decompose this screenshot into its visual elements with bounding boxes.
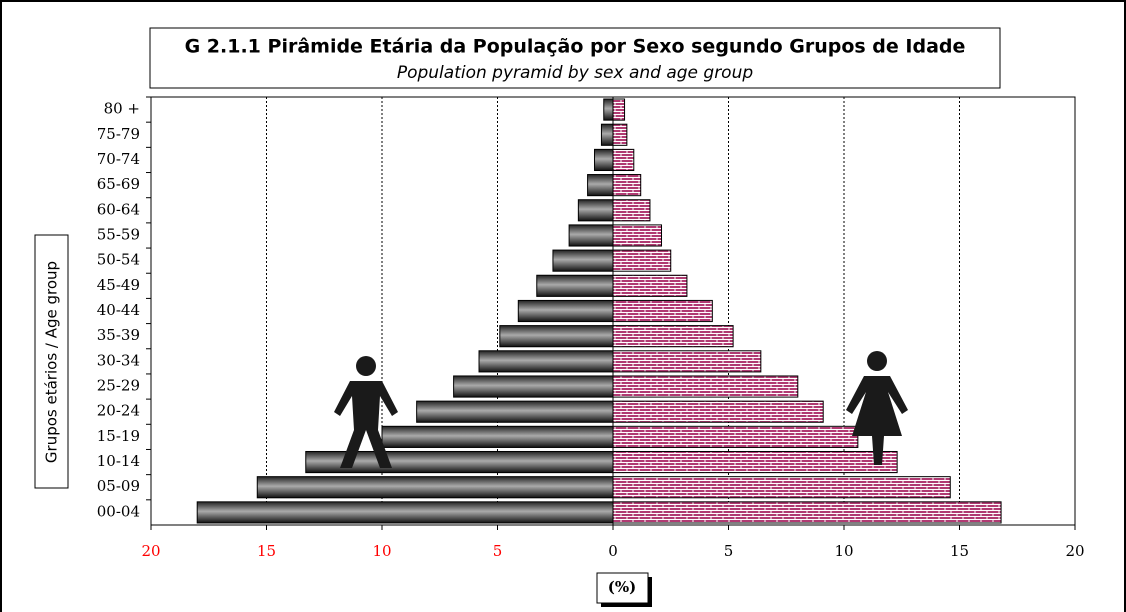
bar [612, 299, 713, 323]
bar [517, 299, 614, 323]
x-tick-label: 20 [141, 542, 160, 560]
bar [612, 450, 898, 474]
bar [478, 350, 614, 373]
bar [603, 98, 614, 121]
x-tick-label: 20 [1065, 542, 1084, 560]
bar [600, 123, 614, 146]
bar [612, 174, 642, 197]
bar [196, 501, 614, 524]
bar [612, 274, 688, 297]
x-tick-label: 5 [724, 542, 734, 560]
bar [568, 224, 614, 247]
bar [587, 174, 614, 197]
bar [612, 425, 859, 448]
bar [612, 501, 1002, 524]
y-tick-label: 75-79 [97, 125, 140, 143]
bar [256, 476, 614, 499]
y-tick-label: 50-54 [97, 251, 140, 269]
y-tick-label: 80 + [104, 100, 140, 118]
man-icon-head [356, 356, 376, 376]
bar [612, 98, 626, 121]
y-tick-label: 15-19 [97, 427, 140, 445]
y-tick-label: 70-74 [97, 150, 140, 168]
bar [612, 325, 734, 348]
x-tick-label: 10 [372, 542, 391, 560]
bar [612, 199, 651, 222]
y-tick-label: 65-69 [97, 175, 140, 193]
bar [577, 199, 614, 222]
x-tick-label: 5 [493, 542, 503, 560]
y-tick-label: 60-64 [97, 200, 140, 218]
y-tick-label: 10-14 [97, 452, 140, 470]
bar [453, 375, 614, 398]
y-tick-label: 30-34 [97, 351, 140, 369]
bar [499, 325, 614, 348]
y-axis-label: Grupos etários / Age group [43, 261, 61, 463]
bar [536, 274, 614, 297]
bar [416, 400, 614, 423]
woman-icon [846, 376, 908, 465]
bar [594, 148, 614, 172]
bar [381, 425, 614, 448]
x-axis-label: (%) [608, 578, 636, 596]
bar [612, 123, 628, 146]
chart-title: G 2.1.1 Pirâmide Etária da População por… [185, 36, 966, 58]
y-tick-label: 35-39 [97, 326, 140, 344]
man-icon [334, 381, 398, 468]
y-tick-label: 05-09 [97, 477, 140, 495]
bar [612, 350, 762, 373]
bar [612, 400, 824, 423]
y-tick-label: 20-24 [97, 402, 140, 420]
x-tick-label: 10 [834, 542, 853, 560]
title-box [149, 27, 1001, 89]
y-tick-label: 40-44 [97, 301, 140, 319]
x-tick-label: 0 [608, 542, 618, 560]
y-tick-label: 25-29 [97, 377, 140, 395]
y-tick-label: 55-59 [97, 225, 140, 243]
woman-icon-head [867, 351, 887, 371]
y-tick-label: 45-49 [97, 276, 140, 294]
bar [612, 375, 799, 398]
y-label-box [34, 234, 69, 489]
bar [612, 224, 663, 247]
bar [612, 476, 951, 499]
x-tick-label: 15 [950, 542, 969, 560]
chart-subtitle: Population pyramid by sex and age group [397, 63, 754, 83]
bar [612, 148, 635, 172]
bar [552, 249, 614, 272]
x-tick-label: 15 [257, 542, 276, 560]
bar [612, 249, 672, 272]
x-label-box [596, 572, 649, 604]
y-tick-label: 00-04 [97, 502, 140, 520]
